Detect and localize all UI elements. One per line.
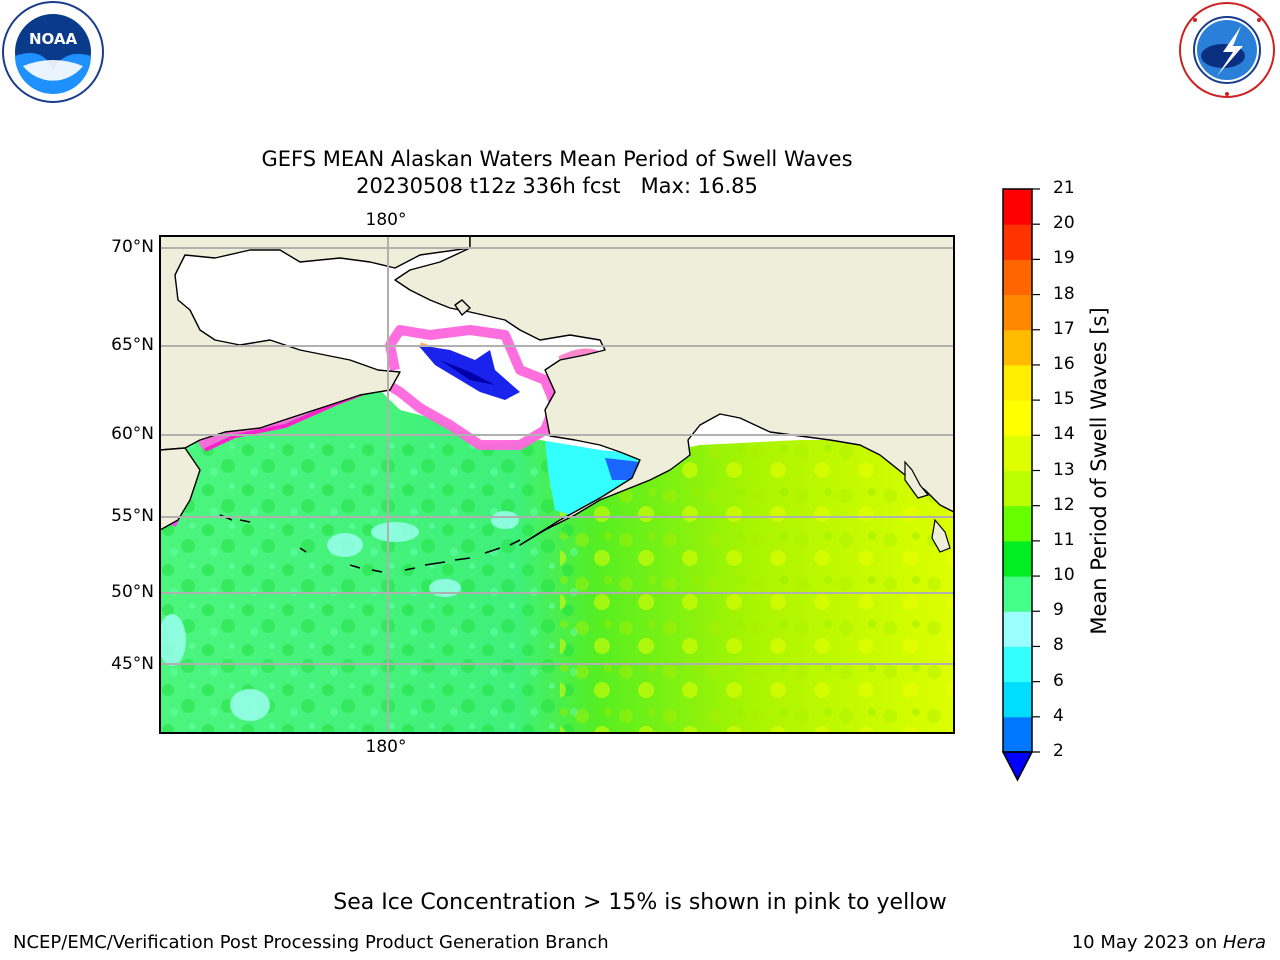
colorbar-tick-label: 9	[1053, 600, 1064, 621]
lat-label-70: 70°N	[111, 237, 154, 257]
map-title: GEFS MEAN Alaskan Waters Mean Period of …	[261, 147, 853, 171]
colorbar-tick-label: 20	[1053, 213, 1075, 234]
noaa-logo-text: NOAA	[29, 30, 78, 48]
colorbar-tick-label: 13	[1053, 459, 1075, 480]
colorbar-extend-triangle	[1001, 751, 1034, 782]
colorbar-segment	[1003, 189, 1032, 225]
colorbar-tick-label: 12	[1053, 494, 1075, 515]
map-panel	[160, 236, 954, 733]
colorbar-segment	[1003, 400, 1032, 436]
colorbar-tick-label: 15	[1053, 389, 1075, 410]
colorbar-tick-label: 4	[1053, 705, 1064, 726]
render-host: Hera	[1222, 932, 1266, 953]
colorbar-segment	[1003, 576, 1032, 612]
colorbar-tick-label: 18	[1053, 283, 1075, 304]
lat-label-55: 55°N	[111, 506, 154, 526]
colorbar-segment	[1003, 540, 1032, 577]
colorbar-tick-label: 8	[1053, 635, 1064, 656]
colorbar	[1001, 188, 1040, 782]
colorbar-segment	[1003, 681, 1032, 718]
colorbar-segment	[1003, 329, 1032, 366]
alaska-land	[394, 236, 954, 546]
colorbar-tick-label: 16	[1053, 353, 1075, 374]
render-date-text: 10 May 2023 on	[1071, 932, 1223, 953]
bristol-bay-low	[545, 440, 640, 515]
colorbar-tick-label: 14	[1053, 424, 1075, 445]
colorbar-segment	[1003, 294, 1032, 331]
map-subtitle: 20230508 t12z 336h fcst Max: 16.85	[356, 174, 758, 198]
map-frame	[159, 235, 955, 734]
colorbar-label: Mean Period of Swell Waves [s]	[1087, 307, 1111, 635]
colorbar-segment	[1003, 646, 1032, 683]
noaa-logo: NOAA	[2, 1, 104, 103]
graticule	[160, 236, 954, 733]
lat-label-50: 50°N	[111, 582, 154, 602]
colorbar-segment	[1003, 435, 1032, 471]
colorbar-tick-label: 21	[1053, 178, 1075, 198]
lon-label-top: 180°	[365, 210, 407, 230]
nws-logo	[1179, 2, 1275, 98]
colorbar-segment	[1003, 505, 1032, 542]
colorbar-segment	[1003, 611, 1032, 647]
colorbar-tick-label: 17	[1053, 318, 1075, 339]
lat-label-45: 45°N	[111, 654, 154, 674]
colorbar-tick-label: 2	[1053, 741, 1064, 761]
colorbar-tick-label: 11	[1053, 529, 1075, 550]
lat-label-60: 60°N	[111, 424, 154, 444]
colorbar-segment	[1003, 716, 1032, 753]
colorbar-segment	[1003, 259, 1032, 296]
colorbar-tick-label: 6	[1053, 670, 1064, 691]
aleutian-islands	[219, 514, 521, 573]
producer-credit: NCEP/EMC/Verification Post Processing Pr…	[13, 932, 609, 953]
render-date: 10 May 2023 on Hera	[1072, 932, 1266, 953]
colorbar-segment	[1003, 364, 1032, 401]
lat-label-65: 65°N	[111, 335, 154, 355]
colorbar-tick-label: 10	[1053, 565, 1075, 586]
sea-ice-note: Sea Ice Concentration > 15% is shown in …	[333, 890, 947, 915]
siberia-land	[160, 236, 471, 451]
southeast-alaska-coast	[904, 460, 951, 553]
lon-label-bottom: 180°	[365, 737, 407, 757]
colorbar-segment	[1003, 224, 1032, 260]
land-masses	[160, 236, 954, 546]
colorbar-tick-label: 19	[1053, 248, 1075, 269]
colorbar-segment	[1003, 470, 1032, 507]
